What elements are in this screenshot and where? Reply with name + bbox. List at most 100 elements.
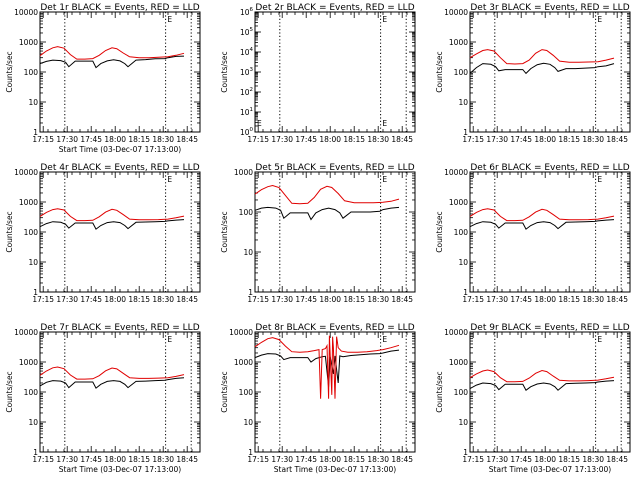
y-tick-exponent: 0 — [250, 127, 254, 133]
x-tick-label: 17:45 — [295, 455, 317, 464]
series-line-red-lld — [39, 46, 185, 60]
event-marker-label: E — [597, 335, 602, 344]
x-tick-label: 18:30 — [152, 455, 174, 464]
event-marker-label: E — [382, 15, 387, 24]
x-tick-label: 18:30 — [367, 295, 389, 304]
series-line-black-events — [469, 219, 615, 230]
y-tick-label: 1 — [463, 128, 468, 137]
plot-panel: Det 9r BLACK = Events, RED = LLD 1 10 100 10… — [435, 323, 631, 474]
x-tick-label: 18:45 — [606, 295, 628, 304]
plot-panel: Det 1r BLACK = Events, RED = LLD 1 10 100 10… — [5, 3, 201, 154]
x-tick-label: 17:15 — [462, 295, 484, 304]
series-line-red-lld — [469, 49, 615, 65]
y-tick-label: 10000 — [14, 8, 38, 17]
plot-title: Det 5r BLACK = Events, RED = LLD — [255, 163, 414, 173]
x-tick-label: 18:00 — [534, 135, 556, 144]
y-tick-label: 1 — [33, 128, 38, 137]
x-tick-label: 18:15 — [343, 455, 365, 464]
plot-title: Det 6r BLACK = Events, RED = LLD — [470, 163, 629, 173]
plot-frame — [39, 11, 201, 133]
y-tick-label: 100 — [239, 208, 254, 217]
plot-frame — [469, 11, 631, 133]
x-tick-label: 17:15 — [247, 135, 269, 144]
x-tick-label: 18:00 — [319, 135, 341, 144]
y-tick-label: 101 — [240, 107, 253, 117]
y-tick-exponent: 3 — [250, 67, 254, 73]
event-marker-label: E — [167, 175, 172, 184]
plot-title: Det 3r BLACK = Events, RED = LLD — [470, 3, 629, 13]
x-tick-label: 17:45 — [510, 455, 532, 464]
x-tick-label: 18:45 — [176, 295, 198, 304]
x-axis-label: Start Time (03-Dec-07 17:13:00) — [274, 465, 396, 474]
y-axis-label: Counts/sec — [220, 51, 229, 92]
y-tick-label: 1000 — [449, 38, 468, 47]
y-tick-label: 1000 — [234, 358, 253, 367]
y-axis-label: Counts/sec — [5, 51, 14, 92]
y-tick-label: 10000 — [444, 168, 468, 177]
y-tick-label: 10 — [28, 258, 38, 267]
y-tick-exponent: 2 — [250, 87, 254, 93]
y-tick-label: 10 — [28, 98, 38, 107]
series-line-black-events — [469, 62, 615, 75]
x-tick-label: 18:30 — [582, 455, 604, 464]
x-tick-label: 18:15 — [558, 295, 580, 304]
plot-title: Det 4r BLACK = Events, RED = LLD — [40, 163, 199, 173]
y-tick-label: 1 — [463, 288, 468, 297]
plot-frame — [469, 331, 631, 453]
y-tick-label: 10000 — [444, 8, 468, 17]
x-tick-label: 18:00 — [104, 295, 126, 304]
y-tick-exponent: 6 — [250, 7, 254, 13]
plot-frame — [39, 331, 201, 453]
series-line-red-lld — [254, 184, 400, 205]
event-marker-label: E — [597, 175, 602, 184]
y-tick-label: 1 — [33, 288, 38, 297]
event-marker-label: E — [382, 119, 387, 128]
x-tick-label: 17:45 — [80, 135, 102, 144]
y-tick-label: 1 — [33, 448, 38, 457]
series-line-black-events — [469, 380, 615, 391]
plot-frame — [39, 171, 201, 293]
event-marker-label: E — [167, 335, 172, 344]
y-axis-label: Counts/sec — [5, 211, 14, 252]
x-tick-label: 18:45 — [391, 295, 413, 304]
y-tick-label: 1000 — [234, 168, 253, 177]
y-tick-label: 100 — [239, 388, 254, 397]
y-axis-label: Counts/sec — [220, 371, 229, 412]
y-tick-label: 1000 — [19, 358, 38, 367]
x-tick-label: 18:15 — [558, 455, 580, 464]
y-tick-label: 1000 — [19, 38, 38, 47]
x-tick-label: 18:30 — [367, 455, 389, 464]
x-tick-label: 17:45 — [80, 455, 102, 464]
plot-panel: Det 4r BLACK = Events, RED = LLD 1 10 100 10… — [5, 163, 201, 304]
x-tick-label: 18:15 — [128, 295, 150, 304]
y-tick-label: 1 — [248, 288, 253, 297]
event-marker-label: E — [382, 335, 387, 344]
series-line-red-lld — [39, 366, 185, 380]
x-tick-label: 18:45 — [606, 135, 628, 144]
y-axis-label: Counts/sec — [435, 51, 444, 92]
y-tick-label: 1000 — [449, 358, 468, 367]
x-tick-label: 18:15 — [128, 455, 150, 464]
y-tick-exponent: 4 — [250, 47, 254, 53]
series-line-red-lld — [254, 335, 400, 399]
y-tick-label: 10 — [243, 418, 253, 427]
y-tick-label: 100 — [24, 388, 39, 397]
x-tick-label: 18:30 — [152, 295, 174, 304]
x-tick-label: 18:45 — [391, 455, 413, 464]
plot-frame — [469, 171, 631, 293]
x-tick-label: 18:15 — [128, 135, 150, 144]
x-tick-label: 18:45 — [606, 455, 628, 464]
y-axis-label: Counts/sec — [435, 371, 444, 412]
y-axis-label: Counts/sec — [5, 371, 14, 412]
y-tick-label: 106 — [240, 7, 254, 17]
y-tick-label: 10 — [243, 248, 253, 257]
x-tick-label: 17:30 — [271, 455, 293, 464]
plot-title: Det 2r BLACK = Events, RED = LLD — [255, 3, 414, 13]
y-tick-label: 103 — [240, 67, 254, 77]
x-tick-label: 17:30 — [271, 295, 293, 304]
y-tick-label: 10 — [458, 258, 468, 267]
x-tick-label: 17:45 — [295, 295, 317, 304]
x-tick-label: 18:15 — [343, 135, 365, 144]
series-line-black-events — [254, 206, 400, 221]
x-tick-label: 17:30 — [271, 135, 293, 144]
